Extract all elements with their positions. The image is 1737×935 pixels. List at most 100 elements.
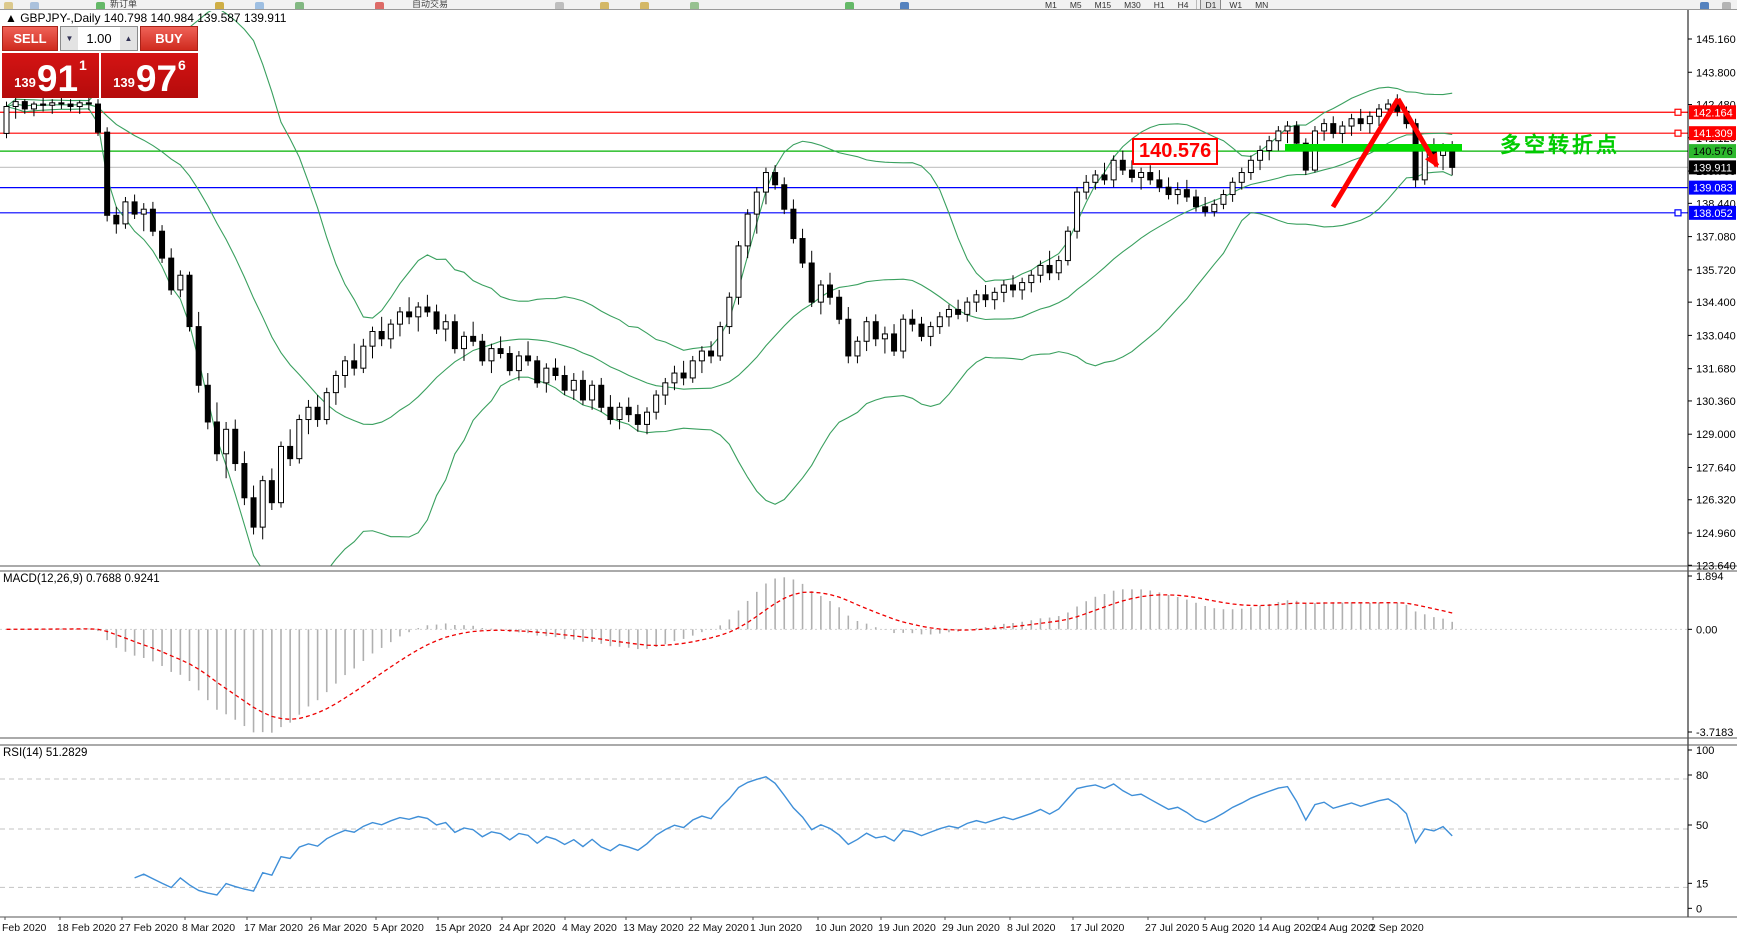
zoom-out-icon[interactable] [640, 2, 649, 9]
price-tick-label: 143.800 [1696, 67, 1736, 79]
date-label: 17 Mar 2020 [244, 922, 303, 934]
candle [12, 101, 19, 107]
price-tick-label: 134.400 [1696, 297, 1736, 309]
price-tick-label: 145.160 [1696, 34, 1736, 46]
candle [342, 360, 349, 377]
candle [964, 301, 971, 315]
date-label: 24 Apr 2020 [499, 922, 556, 934]
macd-tick-label: 0.00 [1696, 624, 1717, 636]
buy-button[interactable]: BUY [140, 26, 198, 51]
timeframe-button-mn[interactable]: MN [1250, 0, 1273, 9]
cursor-icon[interactable] [1700, 2, 1709, 9]
date-label: 22 May 2020 [688, 922, 749, 934]
candle [461, 335, 467, 350]
candle [579, 379, 586, 401]
symbol-title: ▲ GBPJPY-,Daily 140.798 140.984 139.587 … [5, 11, 287, 25]
zigzag-down-arrow[interactable] [1395, 97, 1440, 168]
candle [1220, 194, 1227, 205]
sell-button[interactable]: SELL [2, 26, 58, 51]
green-zone-bar[interactable] [1285, 144, 1462, 152]
date-label: 19 Jun 2020 [878, 922, 936, 934]
candle [1119, 159, 1126, 171]
candle [323, 392, 330, 421]
cloud-icon[interactable] [255, 2, 264, 9]
candle [168, 257, 175, 291]
new-order-icon[interactable] [96, 2, 105, 9]
timeframe-button-d1[interactable]: D1 [1200, 0, 1222, 9]
open-file-icon[interactable] [4, 2, 13, 9]
date-label: 29 Jun 2020 [942, 922, 1000, 934]
candle [223, 428, 230, 455]
candle [21, 101, 28, 110]
candle [396, 311, 403, 325]
candle [1348, 118, 1355, 127]
date-label: 27 Jul 2020 [1145, 922, 1199, 934]
profiles-icon[interactable] [30, 2, 39, 9]
candle [67, 103, 74, 107]
macd-tick-label: -3.7183 [1696, 727, 1733, 739]
candle [845, 318, 852, 357]
web-icon[interactable] [295, 2, 304, 9]
line-anchor[interactable] [1674, 108, 1682, 116]
timeframe-button-m30[interactable]: M30 [1119, 0, 1146, 9]
candle [790, 208, 797, 240]
buy-price-big: 97 [135, 57, 178, 99]
rsi-tick-label: 100 [1696, 745, 1714, 757]
timeframe-button-h4[interactable]: H4 [1173, 0, 1194, 9]
crosshair-icon[interactable] [555, 2, 564, 9]
add-indicator-icon[interactable] [845, 2, 854, 9]
candle [918, 323, 925, 337]
chart-canvas: 145.160143.800142.480141.120139.760138.4… [0, 10, 1737, 935]
sell-price-prefix: 139 [14, 75, 36, 90]
new-order-label[interactable]: 新订单 [110, 0, 138, 9]
candle [762, 172, 769, 193]
rsi-tick-label: 0 [1696, 903, 1702, 915]
buy-price[interactable]: 139 97 6 [101, 53, 198, 98]
candle [479, 340, 486, 362]
candle [891, 333, 898, 352]
autotrade-icon[interactable] [375, 2, 384, 9]
line-anchor[interactable] [1674, 209, 1682, 217]
date-label: 5 Aug 2020 [1202, 922, 1255, 934]
timeframe-button-m15[interactable]: M15 [1090, 0, 1117, 9]
candle [680, 372, 687, 379]
indicators-icon[interactable] [690, 2, 699, 9]
zigzag-up-line[interactable] [1330, 97, 1401, 209]
candle [1083, 181, 1090, 193]
sell-price[interactable]: 139 91 1 [2, 53, 99, 98]
candle [726, 296, 733, 328]
candle [497, 348, 504, 354]
volume-decrease-button[interactable]: ▼ [61, 27, 78, 50]
candle [1174, 189, 1181, 196]
candle [991, 291, 998, 301]
volume-input[interactable]: 1.00 [86, 31, 112, 46]
candle [76, 102, 83, 107]
chart-mode-icon[interactable] [215, 2, 224, 9]
candle [131, 201, 138, 215]
candle [598, 384, 605, 408]
timeframe-button-h1[interactable]: H1 [1149, 0, 1170, 9]
autotrade-label[interactable]: 自动交易 [412, 0, 449, 9]
candle [58, 102, 65, 105]
candle [360, 345, 367, 369]
timeframe-button-w1[interactable]: W1 [1224, 0, 1247, 9]
volume-increase-button[interactable]: ▲ [120, 27, 137, 50]
timeframe-button-m5[interactable]: M5 [1065, 0, 1087, 9]
candle [95, 103, 101, 133]
price-callout-label[interactable]: 140.576 [1132, 138, 1219, 165]
timeframe-button-m1[interactable]: M1 [1040, 0, 1062, 9]
zoom-in-icon[interactable] [600, 2, 609, 9]
candle [1366, 115, 1373, 125]
date-label: 17 Jul 2020 [1070, 922, 1124, 934]
candle [387, 323, 394, 340]
chat-icon[interactable] [1722, 2, 1731, 9]
candle [1165, 186, 1172, 196]
candle [1019, 282, 1026, 291]
line-anchor[interactable] [1674, 129, 1682, 137]
candle [104, 131, 111, 216]
price-tag [1689, 105, 1736, 120]
date-label: Feb 2020 [2, 922, 47, 934]
time-icon[interactable] [900, 2, 909, 9]
macd-pane [0, 577, 1688, 733]
sell-price-sup: 1 [79, 57, 87, 73]
